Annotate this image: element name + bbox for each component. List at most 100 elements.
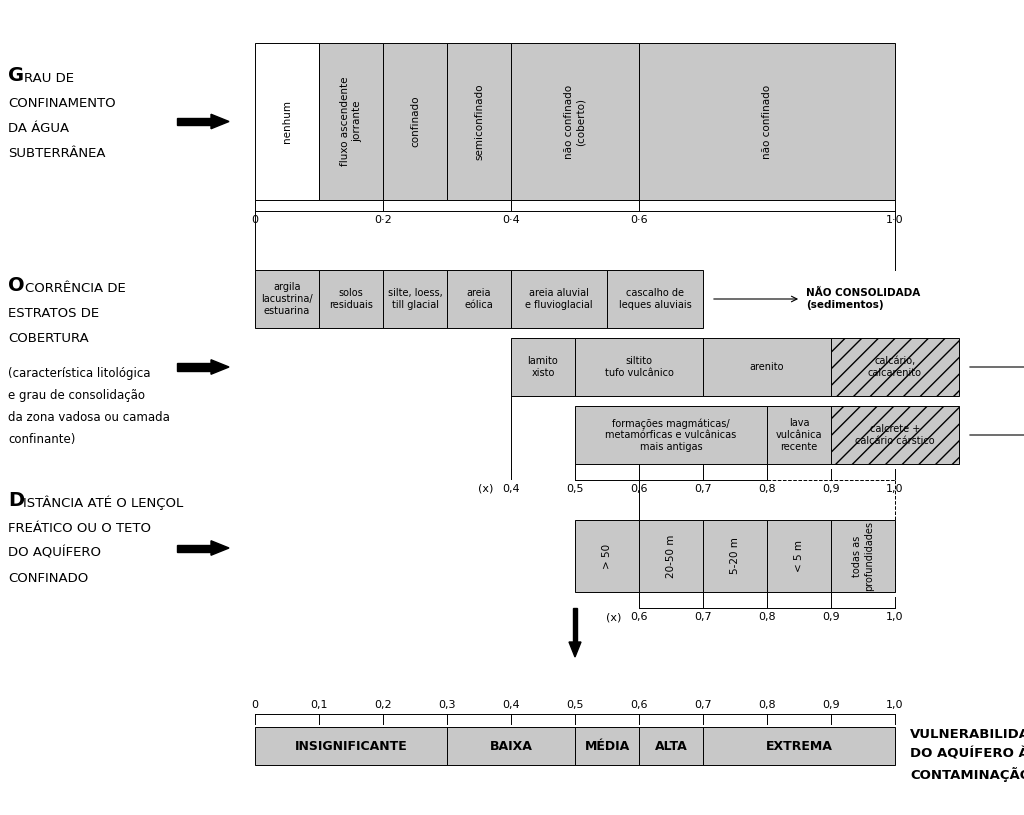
Text: 0,8: 0,8 — [758, 484, 776, 494]
Text: 1,0: 1,0 — [886, 484, 904, 494]
Text: calcário,
calcarenito: calcário, calcarenito — [868, 356, 922, 378]
Text: 0,2: 0,2 — [374, 700, 392, 710]
Text: todas as
profundidades: todas as profundidades — [852, 521, 873, 591]
Text: 0,5: 0,5 — [566, 484, 584, 494]
Bar — [447, 270, 511, 328]
Text: EXTREMA: EXTREMA — [766, 739, 833, 752]
Text: (x): (x) — [478, 484, 494, 494]
Text: ESTRATOS DE: ESTRATOS DE — [8, 307, 99, 320]
Text: silte, loess,
till glacial: silte, loess, till glacial — [388, 289, 442, 310]
Bar — [511, 43, 639, 200]
Text: 0,7: 0,7 — [694, 612, 712, 622]
Text: argila
lacustrina/
estuarina: argila lacustrina/ estuarina — [261, 283, 312, 315]
Text: 0,9: 0,9 — [822, 484, 840, 494]
Text: lava
vulcânica
recente: lava vulcânica recente — [776, 418, 822, 452]
Bar — [639, 520, 703, 592]
Text: (x): (x) — [606, 612, 622, 622]
Bar — [703, 520, 767, 592]
Text: > 50: > 50 — [602, 544, 612, 569]
Text: 0,5: 0,5 — [566, 700, 584, 710]
Text: e grau de consolidação: e grau de consolidação — [8, 389, 145, 402]
Text: DO AQUÍFERO: DO AQUÍFERO — [8, 547, 101, 560]
Bar — [607, 270, 703, 328]
Bar — [447, 43, 511, 200]
Text: 0,4: 0,4 — [502, 484, 520, 494]
Text: ALTA: ALTA — [654, 739, 687, 752]
Polygon shape — [569, 642, 581, 657]
Text: DA ÁGUA: DA ÁGUA — [8, 122, 70, 135]
Text: D: D — [8, 491, 25, 510]
Bar — [575, 338, 703, 396]
Bar — [255, 270, 319, 328]
Polygon shape — [573, 608, 577, 642]
Bar — [703, 727, 895, 765]
Text: CONFINAMENTO: CONFINAMENTO — [8, 97, 116, 110]
Bar — [767, 406, 831, 464]
Bar — [639, 43, 895, 200]
Text: COBERTURA: COBERTURA — [8, 332, 89, 345]
Bar — [319, 43, 383, 200]
Bar — [639, 727, 703, 765]
Text: CONFINADO: CONFINADO — [8, 572, 88, 585]
Text: 0,6: 0,6 — [630, 700, 648, 710]
Text: siltito
tufo vulcânico: siltito tufo vulcânico — [604, 356, 674, 378]
Text: O: O — [8, 276, 25, 295]
Bar — [319, 270, 383, 328]
Bar — [767, 520, 831, 592]
Bar — [255, 43, 319, 200]
Text: 0,6: 0,6 — [630, 612, 648, 622]
Text: RAU DE: RAU DE — [24, 72, 74, 85]
Text: SUBTERRÂNEA: SUBTERRÂNEA — [8, 147, 105, 160]
Bar — [575, 406, 767, 464]
Text: areia aluvial
e fluvioglacial: areia aluvial e fluvioglacial — [525, 289, 593, 310]
Text: 1,0: 1,0 — [886, 612, 904, 622]
Polygon shape — [177, 363, 211, 371]
Text: confinante): confinante) — [8, 433, 76, 446]
Text: 0,9: 0,9 — [822, 700, 840, 710]
Bar — [511, 270, 607, 328]
Text: areia
eólica: areia eólica — [465, 289, 494, 310]
Text: G: G — [8, 66, 25, 85]
Text: 0,7: 0,7 — [694, 484, 712, 494]
Text: 0,7: 0,7 — [694, 700, 712, 710]
Bar — [703, 338, 831, 396]
Text: calcrete +
calcário cárstico: calcrete + calcário cárstico — [855, 424, 935, 446]
Text: 0,8: 0,8 — [758, 700, 776, 710]
Text: 0·4: 0·4 — [502, 215, 520, 225]
Text: 0,4: 0,4 — [502, 700, 520, 710]
Bar — [575, 520, 639, 592]
Text: 1·0: 1·0 — [886, 215, 904, 225]
Text: solos
residuais: solos residuais — [329, 289, 373, 310]
Bar — [575, 727, 639, 765]
Bar — [255, 727, 447, 765]
Text: < 5 m: < 5 m — [794, 540, 804, 572]
Text: (característica litológica: (característica litológica — [8, 367, 151, 380]
Text: 0,8: 0,8 — [758, 612, 776, 622]
Text: não confinado
(coberto): não confinado (coberto) — [564, 85, 586, 159]
Text: 5-20 m: 5-20 m — [730, 538, 740, 575]
Bar — [831, 520, 895, 592]
Text: CONTAMINAÇÃO: CONTAMINAÇÃO — [910, 766, 1024, 782]
Text: ISTÂNCIA ATÉ O LENÇOL: ISTÂNCIA ATÉ O LENÇOL — [23, 496, 183, 510]
Bar — [511, 338, 575, 396]
Text: MÉDIA: MÉDIA — [585, 739, 630, 752]
Bar — [831, 406, 959, 464]
Text: arenito: arenito — [750, 362, 784, 372]
Bar — [383, 43, 447, 200]
Polygon shape — [177, 118, 211, 125]
Bar — [383, 270, 447, 328]
Text: FREÁTICO OU O TETO: FREÁTICO OU O TETO — [8, 522, 151, 535]
Text: 0,9: 0,9 — [822, 612, 840, 622]
Text: semiconfinado: semiconfinado — [474, 83, 484, 160]
Text: 0,6: 0,6 — [630, 484, 648, 494]
Text: 0·2: 0·2 — [374, 215, 392, 225]
Text: 0,1: 0,1 — [310, 700, 328, 710]
Text: 0,3: 0,3 — [438, 700, 456, 710]
Text: DO AQUÍFERO À: DO AQUÍFERO À — [910, 747, 1024, 760]
Text: formações magmáticas/
metamórficas e vulcânicas
mais antigas: formações magmáticas/ metamórficas e vul… — [605, 418, 736, 452]
Text: fluxo ascendente
jorrante: fluxo ascendente jorrante — [340, 77, 361, 166]
Text: VULNERABILIDADE: VULNERABILIDADE — [910, 728, 1024, 741]
Polygon shape — [211, 540, 229, 555]
Text: 1,0: 1,0 — [886, 700, 904, 710]
Text: confinado: confinado — [410, 95, 420, 148]
